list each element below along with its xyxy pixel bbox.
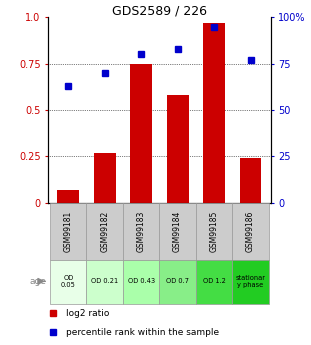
Bar	[160, 260, 196, 304]
Text: stationar
y phase: stationar y phase	[235, 275, 266, 288]
Bar	[50, 260, 86, 304]
Bar	[123, 203, 160, 260]
Bar	[94, 152, 116, 203]
Text: OD 0.7: OD 0.7	[166, 278, 189, 284]
Bar	[86, 203, 123, 260]
Text: percentile rank within the sample: percentile rank within the sample	[66, 328, 219, 337]
Text: OD
0.05: OD 0.05	[61, 275, 76, 288]
Bar	[167, 95, 188, 203]
Bar	[196, 203, 232, 260]
Bar	[50, 203, 86, 260]
Text: log2 ratio: log2 ratio	[66, 309, 109, 318]
Bar	[86, 260, 123, 304]
Text: GSM99181: GSM99181	[64, 211, 73, 252]
Text: GSM99186: GSM99186	[246, 211, 255, 252]
Bar	[123, 260, 160, 304]
Bar	[130, 63, 152, 203]
Text: GSM99182: GSM99182	[100, 211, 109, 252]
Bar	[196, 260, 232, 304]
Bar	[239, 158, 262, 203]
Text: OD 0.21: OD 0.21	[91, 278, 118, 284]
Text: GSM99183: GSM99183	[137, 211, 146, 252]
Bar	[232, 203, 269, 260]
Text: OD 1.2: OD 1.2	[203, 278, 225, 284]
Title: GDS2589 / 226: GDS2589 / 226	[112, 4, 207, 17]
Text: GSM99185: GSM99185	[210, 211, 219, 252]
Bar	[160, 203, 196, 260]
Text: age: age	[30, 277, 46, 286]
Text: OD 0.43: OD 0.43	[128, 278, 155, 284]
Text: GSM99184: GSM99184	[173, 211, 182, 252]
Bar	[57, 190, 79, 203]
Bar	[232, 260, 269, 304]
Bar	[203, 23, 225, 203]
